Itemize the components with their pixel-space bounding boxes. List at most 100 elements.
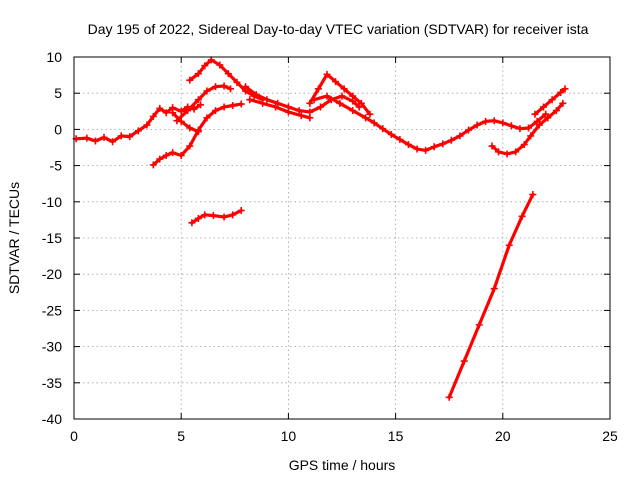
data-point [126,133,134,141]
data-point [447,136,455,144]
y-tick-label: -15 [42,230,62,246]
data-point [464,126,472,134]
data-point [340,85,348,93]
data-point [314,85,322,93]
data-point [548,96,556,104]
data-point [83,134,91,142]
series-arc-13 [445,191,537,401]
data-point [143,121,151,129]
series-arc-12 [531,85,569,118]
data-point [525,124,533,132]
data-point [117,132,125,140]
data-point [520,141,528,149]
data-point [207,56,215,64]
data-point [274,99,282,107]
data-point [533,117,541,125]
data-point [177,151,185,159]
data-point [212,107,220,115]
series-arc-11 [488,99,567,158]
y-tick-label: -25 [42,302,62,318]
data-point [544,114,552,122]
data-point [177,117,185,125]
data-point [306,114,314,122]
data-point [379,125,387,133]
data-point [557,88,565,96]
data-point [186,76,194,84]
x-tick-label: 5 [177,428,185,444]
data-point [336,99,344,107]
data-point [422,146,430,154]
series-arc-9 [306,70,374,118]
data-point [259,99,267,107]
y-tick-label: -30 [42,339,62,355]
data-point [227,85,235,93]
series-arc-2 [149,100,245,169]
series-line [171,111,200,134]
data-point [229,102,237,110]
data-point [201,211,209,219]
data-point [201,62,209,70]
data-point [490,117,498,125]
data-point [531,110,539,118]
data-point [149,161,157,169]
data-point [323,92,331,100]
data-point [366,110,374,118]
data-point [169,149,177,157]
data-point [196,101,204,109]
data-point [252,91,260,99]
data-point [242,83,250,91]
x-tick-label: 0 [70,428,78,444]
data-point [194,214,202,222]
series-line [490,101,565,156]
y-tick-label: 0 [54,121,62,137]
y-tick-label: -35 [42,375,62,391]
y-axis-label: SDTVAR / TECUs [6,182,22,294]
data-point [552,107,560,115]
data-point [559,99,567,107]
data-point [109,138,117,146]
data-point [188,219,196,227]
series-line [243,85,361,114]
data-point [220,103,228,111]
data-point [203,114,211,122]
data-point [212,83,220,91]
data-point [237,100,245,108]
series-line [447,193,535,399]
series-arc-8 [246,96,314,122]
data-point [220,82,228,90]
data-point [527,132,535,140]
series-arc-10 [310,92,550,154]
data-point [149,112,157,120]
y-tick-label: -40 [42,411,62,427]
data-point [505,241,513,249]
data-point [323,70,331,78]
data-point [404,141,412,149]
data-point [134,127,142,135]
data-point [529,191,537,199]
data-point [297,112,305,120]
data-point [357,99,365,107]
data-point [495,148,503,156]
data-point [516,125,524,133]
x-tick-label: 10 [281,428,297,444]
series-arc-5 [169,109,202,136]
x-tick-label: 15 [388,428,404,444]
data-point [445,393,453,401]
data-point [186,124,194,132]
data-point [413,145,421,153]
data-point [162,151,170,159]
data-point [263,96,271,104]
data-point [284,108,292,116]
grid [74,57,610,419]
data-point [349,92,357,100]
x-tick-label: 20 [495,428,511,444]
series-line [190,208,243,225]
data-point [177,107,185,115]
data-point [473,121,481,129]
data-point [488,142,496,150]
data-point [518,212,526,220]
data-point [194,96,202,104]
data-point [439,140,447,148]
data-point [203,87,211,95]
